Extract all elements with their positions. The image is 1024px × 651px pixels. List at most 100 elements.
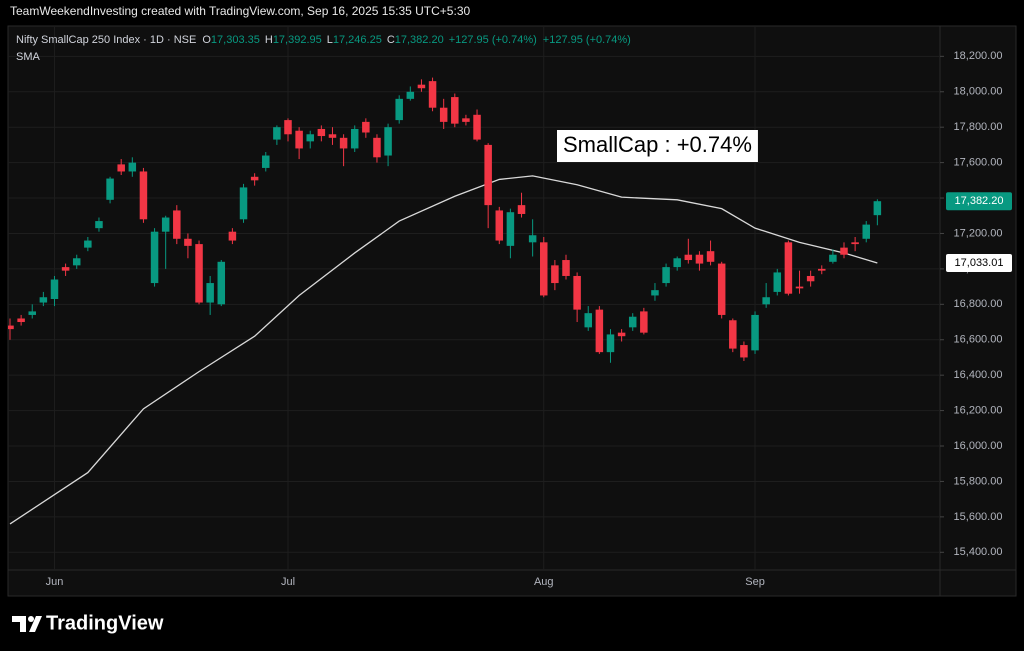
candle-body xyxy=(695,254,704,264)
candle-body xyxy=(662,267,670,284)
y-tick-label: 17,600.00 xyxy=(954,157,1003,169)
candle-body xyxy=(39,297,48,303)
legend-change: +127.95 (+0.74%) xyxy=(543,34,631,46)
candle-body xyxy=(762,297,770,305)
candle-body xyxy=(651,290,659,296)
candle-body xyxy=(373,137,381,158)
annotation-box xyxy=(557,130,758,162)
y-tick-label: 17,200.00 xyxy=(954,227,1003,239)
x-tick-label: Sep xyxy=(745,576,765,588)
candle-body xyxy=(806,275,815,282)
candle-body xyxy=(840,247,848,255)
candle-body xyxy=(729,320,737,349)
candle-body xyxy=(818,268,826,271)
candle-body xyxy=(829,254,837,262)
watermark-text: TradingView xyxy=(46,612,164,634)
credit: TeamWeekendInvesting created with Tradin… xyxy=(10,4,470,18)
candle-body xyxy=(139,171,148,220)
candle-body xyxy=(117,164,125,172)
candle-body xyxy=(484,144,492,206)
legend-ohlc-key: H xyxy=(265,34,273,46)
candle-body xyxy=(517,205,526,214)
indicator-name: SMA xyxy=(16,51,41,63)
candle-body xyxy=(640,311,648,333)
candle-body xyxy=(595,309,604,353)
candle-body xyxy=(8,325,14,330)
candle-body xyxy=(339,137,348,149)
y-tick-label: 18,200.00 xyxy=(954,50,1003,62)
y-tick-label: 15,800.00 xyxy=(954,475,1003,487)
candle-body xyxy=(250,176,259,181)
y-tick-label: 16,400.00 xyxy=(954,369,1003,381)
candle-body xyxy=(195,244,203,303)
candle-body xyxy=(150,231,159,284)
candle-body xyxy=(495,210,504,241)
candle-body xyxy=(17,318,25,323)
sma-line xyxy=(9,175,878,525)
candle-body xyxy=(528,235,537,243)
candle-body xyxy=(628,316,637,328)
candle-body xyxy=(61,267,70,271)
candle-body xyxy=(406,91,415,99)
y-tick-label: 15,400.00 xyxy=(954,546,1003,558)
candle-body xyxy=(228,231,237,241)
price-label-box xyxy=(946,192,1012,211)
candle-body xyxy=(95,221,103,229)
candle-body xyxy=(328,134,337,138)
candle-body xyxy=(473,114,481,140)
candle-body xyxy=(851,242,859,245)
candle-body xyxy=(506,212,515,246)
candle-body xyxy=(84,240,92,248)
y-tick-label: 17,800.00 xyxy=(954,121,1003,133)
logo xyxy=(28,616,34,622)
candle-body xyxy=(428,81,437,108)
logo xyxy=(29,616,42,632)
candle-body xyxy=(717,263,726,315)
legend-change: +127.95 (+0.74%) xyxy=(449,34,537,46)
x-tick-label: Jun xyxy=(46,576,64,588)
candle-body xyxy=(417,84,426,89)
candle-body xyxy=(617,332,626,337)
candle-body xyxy=(350,128,359,149)
x-tick-label: Jul xyxy=(281,576,295,588)
legend-ohlc-key: C xyxy=(387,34,395,46)
candle-body xyxy=(284,120,292,135)
candle-body xyxy=(873,201,882,216)
candle-body xyxy=(751,314,759,351)
candle-body xyxy=(540,242,548,296)
candle-body xyxy=(395,98,403,121)
legend-ohlc-value: 17,246.25 xyxy=(333,34,382,46)
candle-body xyxy=(295,130,303,149)
annotation: SmallCap : +0.74% xyxy=(563,132,752,157)
y-tick-label: 18,000.00 xyxy=(954,86,1003,98)
candle-body xyxy=(362,121,370,133)
y-tick-label: 16,800.00 xyxy=(954,298,1003,310)
plot-area xyxy=(8,27,940,570)
candle-body xyxy=(562,260,570,276)
candle-body xyxy=(740,345,748,358)
legend-ohlc-key: L xyxy=(327,34,333,46)
candle-body xyxy=(317,128,326,137)
y-tick-label: 16,600.00 xyxy=(954,334,1003,346)
legend-ohlc-value: 17,303.35 xyxy=(211,34,260,46)
candle-body xyxy=(673,258,681,268)
candle-body xyxy=(239,187,248,220)
candle-body xyxy=(72,258,81,266)
candle-body xyxy=(795,286,804,289)
price-label: 17,382.20 xyxy=(955,195,1004,207)
candle-body xyxy=(573,275,581,310)
candle-body xyxy=(439,107,448,122)
candle-body xyxy=(50,279,59,299)
candle-body xyxy=(306,134,314,142)
watermark: TradingView xyxy=(12,612,164,634)
candle-body xyxy=(784,242,793,294)
legend-ohlc-key: O xyxy=(202,34,211,46)
y-tick-label: 16,000.00 xyxy=(954,440,1003,452)
candle-body xyxy=(384,127,392,156)
legend-title: Nifty SmallCap 250 Index · 1D · NSE xyxy=(16,34,196,46)
candle-body xyxy=(161,217,170,232)
candle-body xyxy=(28,311,36,315)
candle-body xyxy=(684,254,693,261)
